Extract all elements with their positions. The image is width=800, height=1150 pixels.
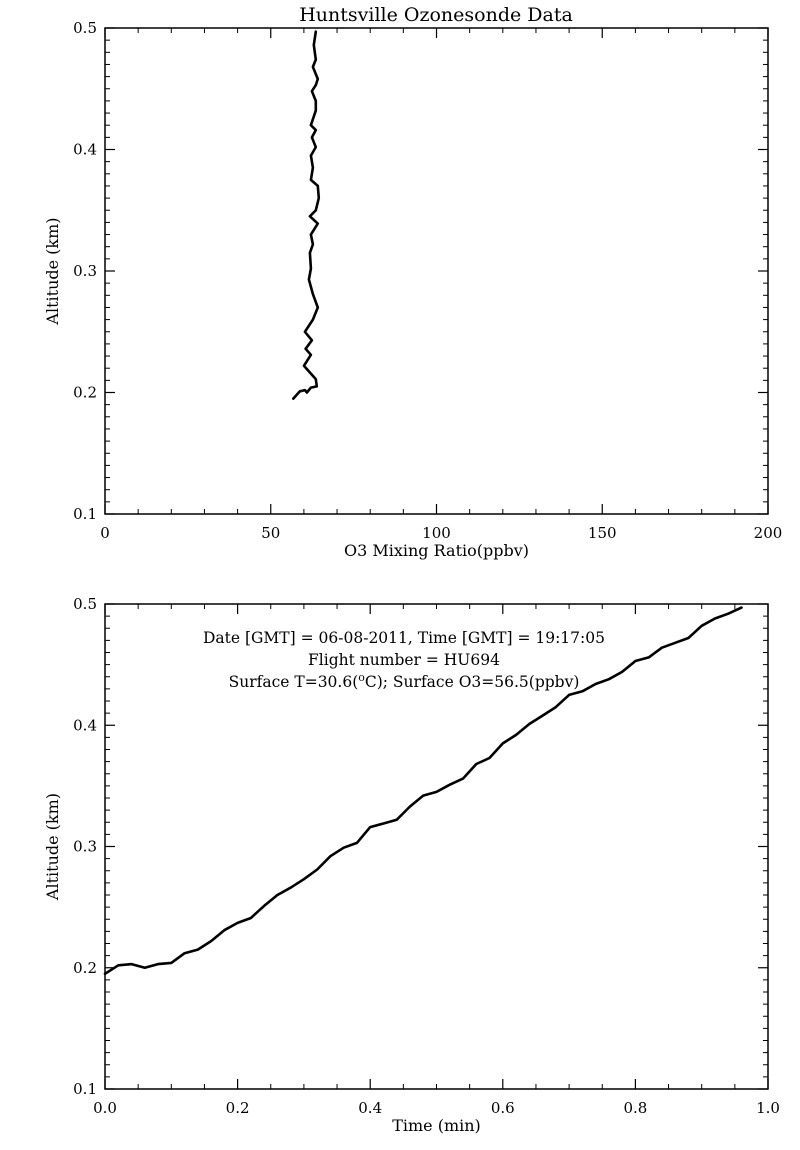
x-tick-label: 1.0 bbox=[756, 1099, 780, 1117]
x-tick-label: 0 bbox=[100, 524, 110, 542]
y-tick-label: 0.1 bbox=[73, 505, 97, 523]
x-tick-label: 50 bbox=[261, 524, 280, 542]
x-tick-label: 0.6 bbox=[491, 1099, 515, 1117]
plot-frame bbox=[104, 27, 769, 515]
x-axis-label: Time (min) bbox=[392, 1116, 481, 1135]
x-tick-label: 0.0 bbox=[93, 1099, 117, 1117]
x-tick-label: 0.2 bbox=[226, 1099, 250, 1117]
y-tick-label: 0.5 bbox=[73, 595, 97, 613]
x-tick-label: 100 bbox=[422, 524, 451, 542]
y-tick-label: 0.3 bbox=[73, 838, 97, 856]
x-tick-label: 200 bbox=[754, 524, 783, 542]
annotation-surface: Surface T=30.6(oC); Surface O3=56.5(ppbv… bbox=[229, 671, 580, 691]
annotation-text: Date [GMT] = 06-08-2011, Time [GMT] = 19… bbox=[203, 629, 605, 647]
x-tick-label: 150 bbox=[588, 524, 617, 542]
time-series-panel: 0.0 0.2 0.4 0.6 0.8 1.0 0.1 0.2 0.3 0.4 0.5 Time (m… bbox=[43, 595, 780, 1135]
annotation-text: Flight number = HU694 bbox=[308, 651, 500, 669]
y-tick-label: 0.4 bbox=[73, 141, 97, 159]
profile-panel: 0 50 100 150 200 0.1 0.2 0.3 0.4 0.5 O3 Mixing Rat… bbox=[43, 19, 782, 560]
chart-title: Huntsville Ozonesonde Data bbox=[299, 4, 573, 26]
x-tick-label: 0.8 bbox=[623, 1099, 647, 1117]
y-axis-label: Altitude (km) bbox=[43, 793, 62, 901]
x-tick-label: 0.4 bbox=[358, 1099, 382, 1117]
y-tick-label: 0.4 bbox=[73, 716, 97, 734]
y-axis-label: Altitude (km) bbox=[43, 217, 62, 325]
x-axis-label: O3 Mixing Ratio(ppbv) bbox=[344, 541, 529, 560]
y-tick-label: 0.5 bbox=[73, 19, 97, 37]
y-tick-label: 0.1 bbox=[73, 1080, 97, 1098]
series-line bbox=[103, 606, 743, 976]
y-tick-label: 0.2 bbox=[73, 384, 97, 402]
y-tick-label: 0.3 bbox=[73, 262, 97, 280]
y-tick-label: 0.2 bbox=[73, 959, 97, 977]
series-line bbox=[291, 30, 321, 400]
